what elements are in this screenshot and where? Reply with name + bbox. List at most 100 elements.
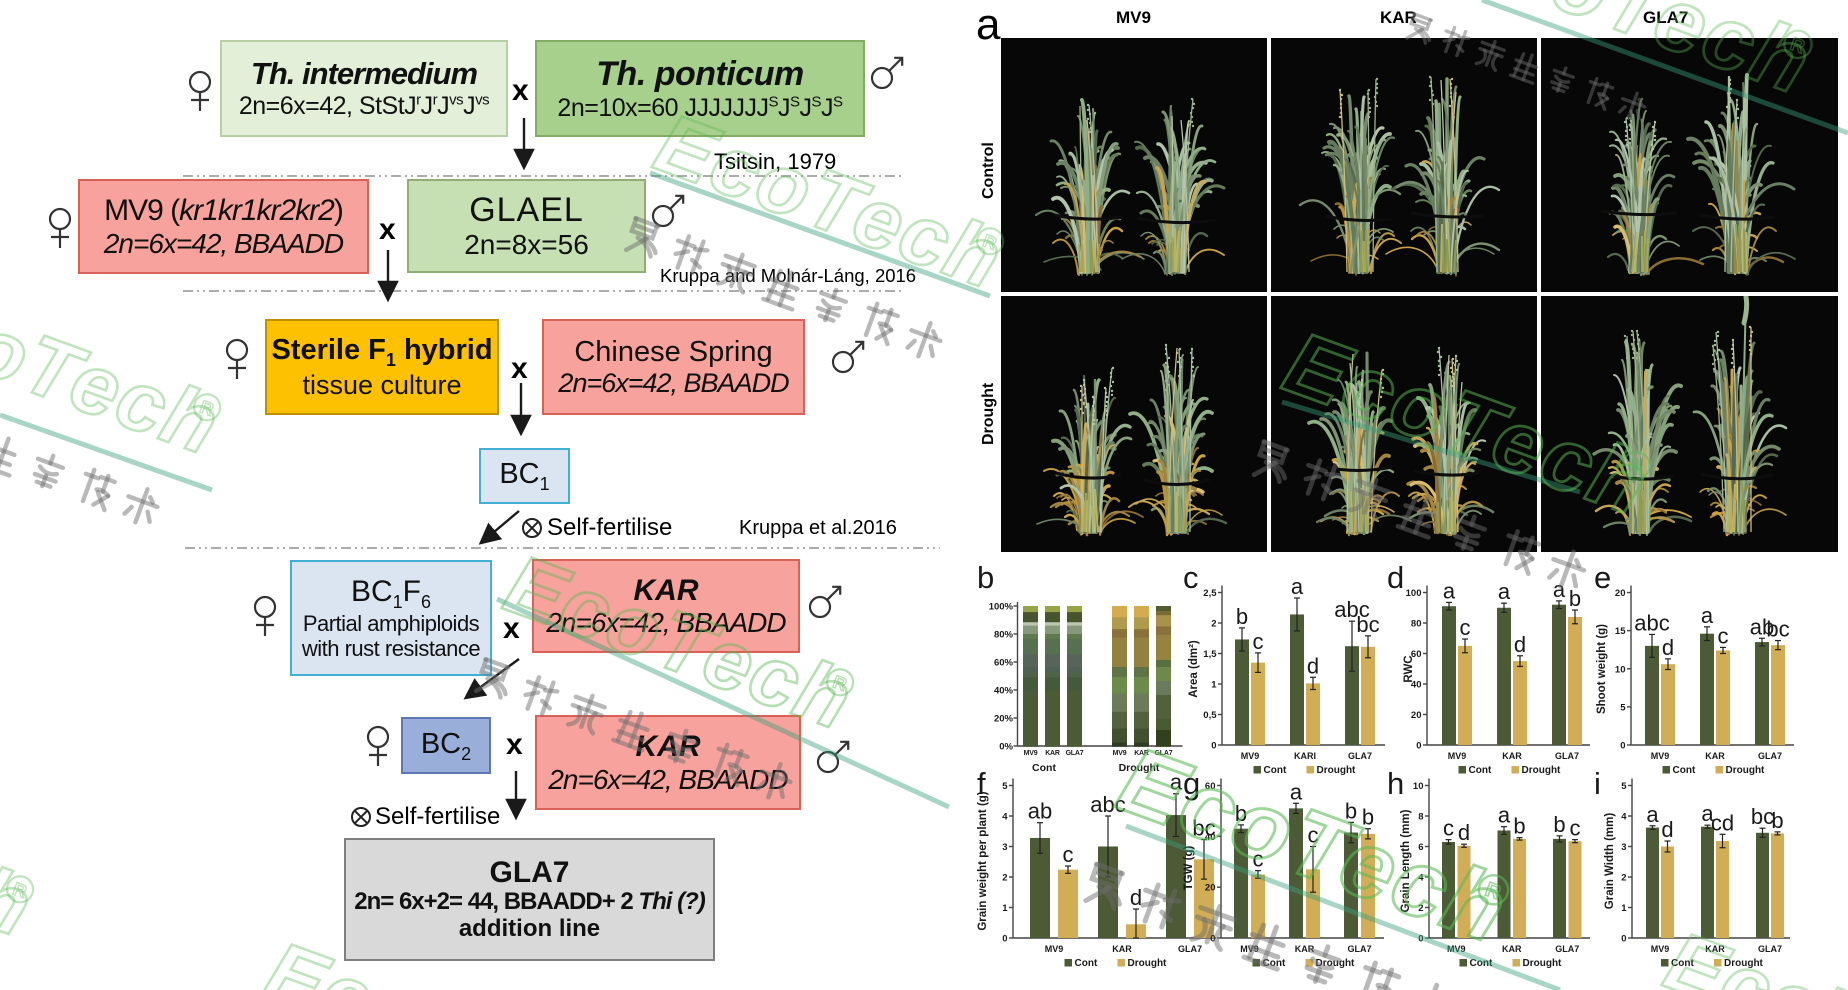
svg-text:2,5: 2,5 [1203,588,1217,599]
svg-text:c: c [1718,623,1729,648]
svg-text:c: c [1570,816,1581,841]
svg-text:MV9: MV9 [1447,944,1466,954]
svg-text:Drought: Drought [1316,958,1356,969]
svg-text:Cont: Cont [1470,958,1493,969]
svg-text:0: 0 [1621,934,1626,945]
svg-text:MV9: MV9 [1651,944,1670,954]
svg-text:0: 0 [1210,934,1215,945]
svg-text:80%: 80% [994,630,1014,641]
svg-text:g: g [1183,766,1200,801]
svg-text:40%: 40% [994,686,1014,697]
svg-text:15: 15 [1615,626,1626,637]
svg-text:GLA7: GLA7 [1347,944,1371,954]
svg-text:a: a [1646,802,1659,827]
svg-text:2: 2 [1211,619,1216,630]
svg-text:2: 2 [1621,873,1626,884]
svg-text:c: c [1460,615,1471,640]
svg-text:bc: bc [1356,612,1379,637]
svg-text:5: 5 [1620,702,1626,713]
svg-text:5: 5 [1002,781,1008,792]
svg-text:b: b [1553,812,1565,837]
svg-text:b: b [1345,798,1357,823]
svg-text:b: b [1569,586,1581,611]
svg-text:Drought: Drought [1317,765,1357,776]
svg-text:EcoTech: EcoTech [1435,0,1825,113]
svg-text:c: c [1253,629,1264,654]
svg-text:40: 40 [1411,680,1422,691]
svg-text:b: b [1235,801,1247,826]
svg-text:60: 60 [1205,781,1216,792]
svg-text:1,5: 1,5 [1203,649,1217,660]
svg-text:abc: abc [1090,792,1125,817]
svg-text:Drought: Drought [1726,765,1766,776]
svg-text:bc: bc [1192,815,1215,840]
svg-text:abc: abc [1634,610,1669,635]
svg-text:Cont: Cont [1075,958,1098,969]
svg-text:4: 4 [1621,812,1627,823]
svg-text:ab: ab [1750,614,1774,639]
svg-text:f: f [977,766,986,801]
svg-text:Area (dm²): Area (dm²) [1188,640,1200,698]
svg-text:KAR: KAR [1705,944,1725,954]
svg-text:10: 10 [1615,664,1626,675]
svg-text:c: c [1183,560,1199,595]
svg-text:abc: abc [1334,597,1369,622]
svg-text:a: a [1170,770,1183,795]
svg-text:40: 40 [1205,832,1216,843]
svg-text:a: a [1701,801,1714,826]
svg-text:4: 4 [1002,812,1008,823]
svg-text:bc: bc [1751,804,1774,829]
svg-text:EcoTech: EcoTech [1106,726,1522,963]
svg-text:GLA7: GLA7 [1758,751,1782,761]
svg-text:c: c [1063,842,1074,867]
svg-text:MV9: MV9 [1241,751,1260,761]
svg-text:a: a [1553,577,1566,602]
svg-text:RWC: RWC [1403,655,1415,682]
svg-text:10: 10 [1413,781,1424,792]
svg-text:4: 4 [1418,873,1424,884]
svg-text:c: c [1308,823,1319,848]
svg-text:Cont: Cont [1264,765,1287,776]
svg-text:MV9: MV9 [1045,944,1064,954]
svg-text:1: 1 [1621,903,1627,914]
svg-text:0: 0 [1211,741,1216,752]
svg-text:GLA7: GLA7 [1348,751,1372,761]
svg-text:KAR: KAR [1705,751,1725,761]
svg-text:1: 1 [1211,680,1217,691]
svg-text:a: a [1291,574,1304,599]
svg-text:ab: ab [1028,799,1052,824]
svg-text:a: a [1290,779,1303,804]
svg-text:5: 5 [1621,781,1627,792]
svg-text:GLA7: GLA7 [1555,751,1579,761]
svg-text:EcoTech: EcoTech [0,261,232,473]
svg-text:GLA7: GLA7 [1178,944,1202,954]
svg-text:0: 0 [1418,934,1423,945]
svg-text:Drought: Drought [1128,958,1168,969]
svg-text:KAR: KAR [1502,751,1522,761]
svg-text:KAR: KAR [1134,750,1149,757]
svg-text:cd: cd [1711,810,1734,835]
svg-text:80: 80 [1411,619,1422,630]
svg-text:TGW (g): TGW (g) [1183,845,1195,890]
svg-text:h: h [1387,766,1404,801]
svg-text:c: c [1253,847,1264,872]
svg-text:Grain weight per plant (g): Grain weight per plant (g) [977,791,989,930]
svg-text:8: 8 [1418,812,1423,823]
svg-text:Shoot weight (g): Shoot weight (g) [1596,624,1608,714]
svg-text:GLA7: GLA7 [1555,944,1579,954]
svg-text:EcoTech: EcoTech [254,923,625,990]
svg-text:2: 2 [1418,903,1423,914]
svg-text:e: e [1594,560,1611,595]
svg-text:KAR: KAR [1112,944,1132,954]
svg-text:EcoTech: EcoTech [0,743,45,955]
svg-text:KAR: KAR [1502,944,1522,954]
svg-text:d: d [1662,635,1674,660]
svg-text:MV9: MV9 [1240,944,1259,954]
svg-text:6: 6 [1418,842,1423,853]
svg-text:0%: 0% [999,742,1013,753]
svg-text:GLA7: GLA7 [1066,750,1084,757]
svg-text:d: d [1661,817,1673,842]
svg-text:3: 3 [1002,842,1007,853]
svg-text:0: 0 [1416,741,1421,752]
svg-text:20: 20 [1615,588,1626,599]
